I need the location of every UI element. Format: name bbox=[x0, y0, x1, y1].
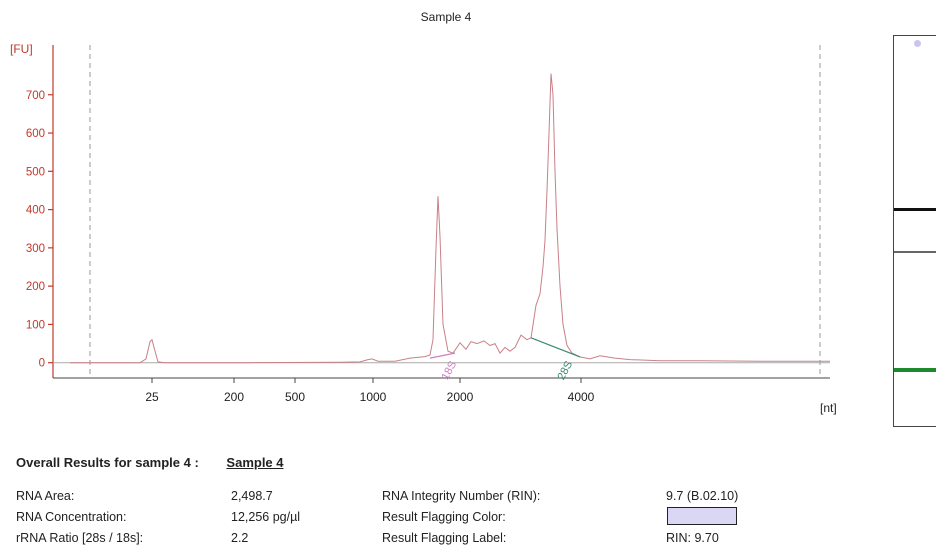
x-tick-label-25: 25 bbox=[145, 390, 159, 404]
flag-color-swatch bbox=[667, 507, 737, 525]
x-tick-label-200: 200 bbox=[224, 390, 244, 404]
results-panel: Overall Results for sample 4 : Sample 4 … bbox=[16, 455, 916, 545]
x-tick-label-2000: 2000 bbox=[447, 390, 474, 404]
gel-band-0 bbox=[894, 207, 936, 211]
y-tick-label-700: 700 bbox=[26, 90, 45, 102]
y-tick-label-300: 300 bbox=[26, 243, 45, 255]
x-tick-label-500: 500 bbox=[285, 390, 305, 404]
electropherogram-chart: Sample 4 [FU] [nt] 0 100 200 300 400 500 600 70… bbox=[10, 10, 837, 415]
rin-value: 9.7 (B.02.10) bbox=[666, 489, 739, 503]
y-axis-label: [FU] bbox=[10, 42, 33, 56]
y-tick-label-400: 400 bbox=[26, 205, 45, 217]
x-axis-label: [nt] bbox=[820, 401, 837, 415]
results-heading: Overall Results for sample 4 : bbox=[16, 455, 199, 470]
rrna-ratio-label: rRNA Ratio [28s / 18s]: bbox=[16, 531, 144, 545]
gel-band-1 bbox=[894, 250, 936, 253]
gel-top-marker bbox=[914, 40, 921, 47]
flag-label-value: RIN: 9.70 bbox=[666, 531, 719, 545]
y-tick-label-100: 100 bbox=[26, 319, 45, 331]
rna-area-label: RNA Area: bbox=[16, 489, 75, 503]
results-title: Overall Results for sample 4 : Sample 4 bbox=[16, 455, 916, 470]
y-tick-label-0: 0 bbox=[39, 358, 45, 370]
peak-baseline-0 bbox=[429, 352, 456, 359]
rrna-ratio-value: 2.2 bbox=[231, 531, 249, 545]
gel-lane bbox=[893, 35, 936, 427]
trace-line-0 bbox=[70, 73, 830, 364]
gel-band-2 bbox=[894, 367, 936, 372]
rna-area-value: 2,498.7 bbox=[231, 489, 273, 503]
rna-concentration-label: RNA Concentration: bbox=[16, 510, 127, 524]
flag-color-label: Result Flagging Color: bbox=[382, 510, 506, 524]
chart-title: Sample 4 bbox=[421, 10, 472, 24]
sample-name-link[interactable]: Sample 4 bbox=[226, 455, 284, 470]
y-tick-label-600: 600 bbox=[26, 128, 45, 140]
x-tick-label-4000: 4000 bbox=[568, 390, 595, 404]
peak-baseline-1 bbox=[530, 337, 581, 358]
flag-label-label: Result Flagging Label: bbox=[382, 531, 507, 545]
y-tick-label-500: 500 bbox=[26, 166, 45, 178]
rin-label: RNA Integrity Number (RIN): bbox=[382, 489, 541, 503]
y-tick-label-200: 200 bbox=[26, 281, 45, 293]
rna-concentration-value: 12,256 pg/µl bbox=[231, 510, 301, 524]
x-tick-label-1000: 1000 bbox=[360, 390, 387, 404]
